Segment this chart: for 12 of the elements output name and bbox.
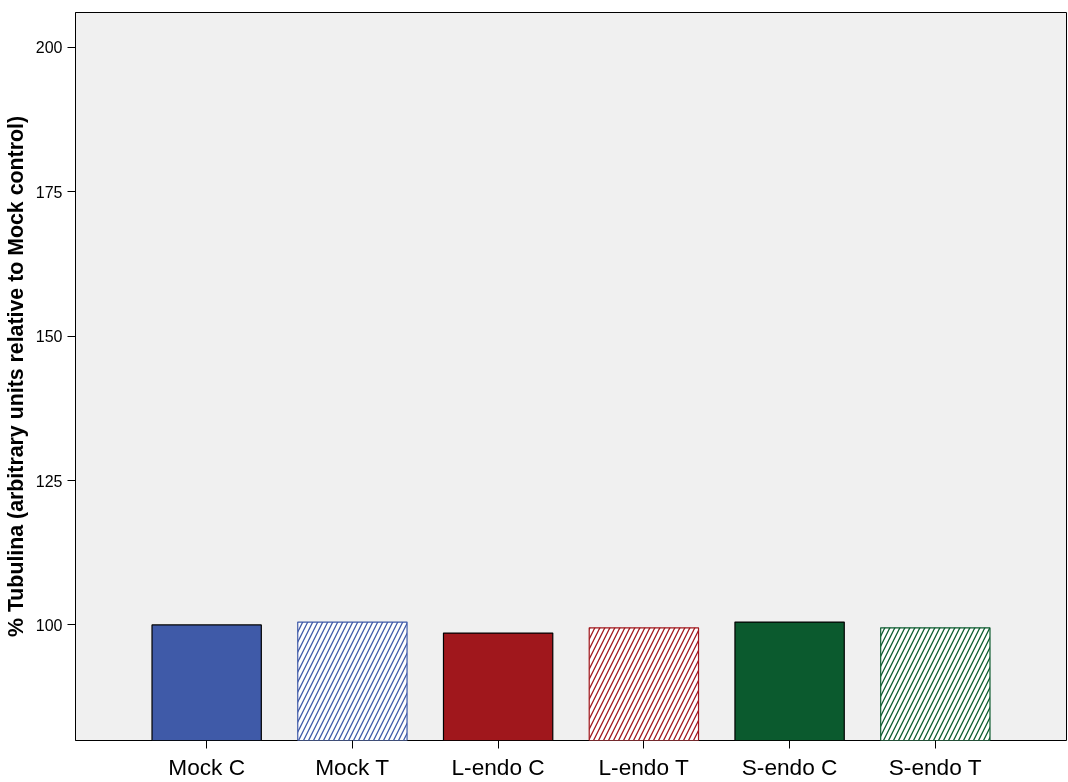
y-tick-label: 100 xyxy=(35,616,63,634)
x-tick-label: L-endo T xyxy=(598,753,689,780)
y-tick-label: 175 xyxy=(35,183,63,201)
y-tick-label: 200 xyxy=(35,39,63,57)
x-tick-label: S-endo T xyxy=(888,753,982,780)
x-tick-label: Mock T xyxy=(315,753,390,780)
x-tick-label: S-endo C xyxy=(741,753,838,780)
x-tick-label: Mock C xyxy=(168,753,246,780)
y-axis-title: % Tubulina (arbitrary units relative to Mock control) xyxy=(3,115,28,638)
y-tick-label: 125 xyxy=(35,472,63,490)
x-tick-label: L-endo C xyxy=(451,753,545,780)
y-tick-label: 150 xyxy=(35,328,63,346)
